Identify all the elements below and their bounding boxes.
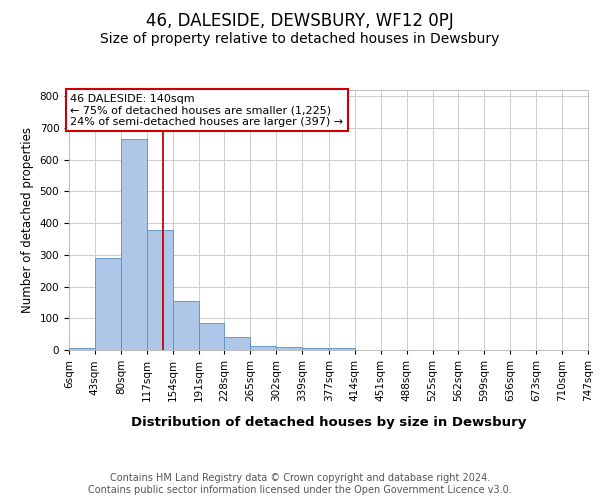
Bar bbox=[329, 348, 355, 350]
Bar bbox=[147, 230, 173, 350]
Text: Distribution of detached houses by size in Dewsbury: Distribution of detached houses by size … bbox=[131, 416, 526, 429]
Bar bbox=[277, 347, 302, 350]
Bar bbox=[173, 301, 199, 350]
Bar bbox=[199, 323, 224, 350]
Text: Contains HM Land Registry data © Crown copyright and database right 2024.
Contai: Contains HM Land Registry data © Crown c… bbox=[88, 474, 512, 495]
Text: 46 DALESIDE: 140sqm
← 75% of detached houses are smaller (1,225)
24% of semi-det: 46 DALESIDE: 140sqm ← 75% of detached ho… bbox=[70, 94, 344, 127]
Bar bbox=[250, 346, 277, 350]
Text: Size of property relative to detached houses in Dewsbury: Size of property relative to detached ho… bbox=[100, 32, 500, 46]
Y-axis label: Number of detached properties: Number of detached properties bbox=[21, 127, 34, 313]
Bar bbox=[69, 348, 95, 350]
Bar bbox=[302, 348, 328, 350]
Text: 46, DALESIDE, DEWSBURY, WF12 0PJ: 46, DALESIDE, DEWSBURY, WF12 0PJ bbox=[146, 12, 454, 30]
Bar bbox=[224, 338, 250, 350]
Bar bbox=[121, 139, 147, 350]
Bar bbox=[95, 258, 121, 350]
